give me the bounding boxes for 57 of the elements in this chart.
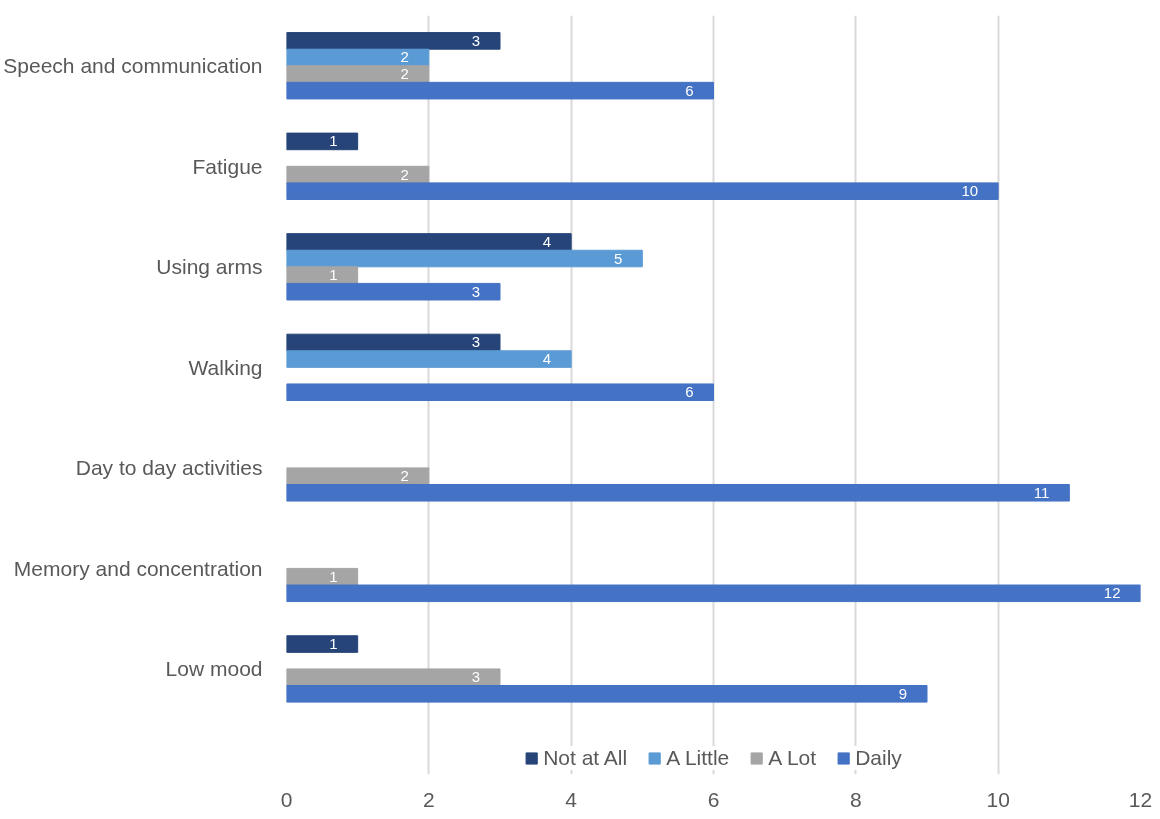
data-label: 3 (471, 31, 480, 49)
data-label: 1 (329, 567, 338, 585)
y-tick-label: Memory and concentration (13, 556, 263, 580)
bar (286, 65, 430, 83)
bar (286, 685, 928, 703)
data-label: 11 (1033, 483, 1050, 501)
y-tick-label: Low mood (165, 657, 263, 681)
data-label: 2 (400, 48, 409, 66)
y-tick-label: Walking (188, 355, 263, 379)
data-label: 2 (400, 165, 409, 183)
bar (286, 668, 501, 687)
bar (286, 282, 501, 301)
bar (286, 249, 643, 268)
x-tick-label: 8 (849, 787, 862, 811)
legend-label: Daily (855, 746, 902, 770)
data-label: 3 (471, 333, 480, 351)
data-label: 4 (542, 350, 552, 368)
data-label: 9 (898, 684, 907, 702)
bar (286, 266, 359, 284)
bar (286, 333, 501, 352)
legend-label: Not at All (543, 746, 628, 770)
data-label: 2 (400, 467, 409, 485)
data-label: 3 (471, 282, 480, 300)
bar (286, 182, 999, 200)
bar (286, 467, 430, 485)
bar (286, 81, 714, 100)
data-label: 12 (1103, 584, 1121, 602)
data-label: 2 (400, 65, 409, 83)
data-label: 6 (685, 383, 694, 401)
data-label: 1 (329, 132, 338, 150)
x-tick-label: 10 (986, 787, 1010, 811)
x-tick-label: 0 (280, 787, 293, 811)
x-tick-label: 12 (1128, 787, 1153, 811)
data-label: 1 (329, 266, 338, 284)
bar (286, 584, 1141, 603)
x-tick-label: 2 (422, 787, 435, 811)
bar (286, 483, 1070, 502)
x-tick-label: 6 (707, 787, 720, 811)
y-tick-label: Speech and communication (3, 54, 263, 78)
data-label: 5 (613, 249, 623, 267)
x-tick-label: 4 (565, 787, 578, 811)
legend-label: A Little (666, 746, 730, 770)
bar (286, 132, 359, 151)
bar (286, 635, 359, 653)
legend-label: A Lot (768, 746, 817, 770)
y-tick-label: Day to day activities (75, 456, 263, 480)
data-label: 3 (471, 668, 480, 686)
bar (286, 383, 714, 402)
data-label: 1 (329, 635, 338, 653)
bar (286, 350, 572, 368)
data-label: 4 (542, 232, 552, 250)
y-tick-label: Fatigue (192, 154, 263, 178)
data-label: 6 (685, 81, 694, 99)
bar (286, 32, 501, 50)
data-label: 10 (961, 182, 979, 200)
y-tick-label: Using arms (156, 255, 263, 279)
bar (286, 233, 572, 251)
